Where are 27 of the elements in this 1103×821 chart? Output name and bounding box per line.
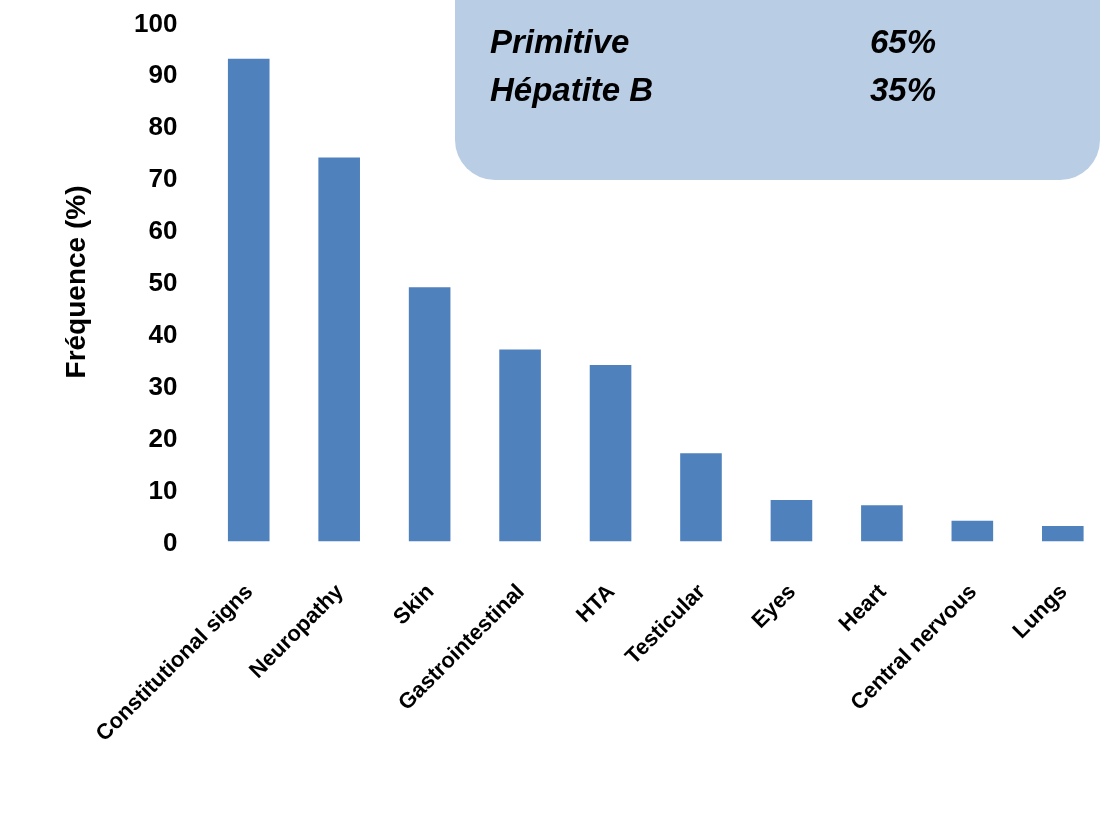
x-tick-label: HTA xyxy=(570,578,620,628)
bar xyxy=(680,453,722,542)
bar xyxy=(318,157,360,542)
y-tick-label: 0 xyxy=(163,526,178,557)
bar xyxy=(227,58,270,542)
y-tick-label: 40 xyxy=(148,318,178,349)
y-tick-label: 30 xyxy=(148,370,178,401)
annotation: Primitive xyxy=(490,22,631,62)
bar xyxy=(951,520,994,542)
y-tick-label: 100 xyxy=(134,7,178,38)
bar xyxy=(408,287,451,542)
bar xyxy=(770,499,813,542)
annotation: Hépatite B xyxy=(490,69,655,110)
y-tick-label: 20 xyxy=(148,422,178,453)
y-axis-title: Fréquence (%) xyxy=(60,185,92,379)
bar xyxy=(861,505,903,542)
bar xyxy=(1041,525,1084,542)
bar xyxy=(499,349,541,542)
bar xyxy=(589,365,632,542)
y-tick-label: 70 xyxy=(148,163,178,194)
annotation: 65% xyxy=(870,22,937,62)
y-tick-label: 90 xyxy=(148,59,178,90)
y-tick-label: 60 xyxy=(148,215,178,246)
annotation: 35% xyxy=(870,69,937,110)
y-tick-label: 10 xyxy=(148,474,178,505)
y-tick-label: 80 xyxy=(148,111,178,142)
y-tick-label: 50 xyxy=(148,267,178,297)
